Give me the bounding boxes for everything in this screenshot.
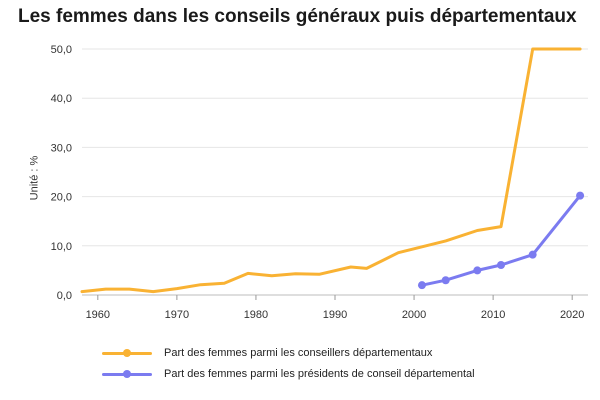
data-point[interactable]: [576, 191, 585, 200]
legend-swatch-conseillers: [100, 346, 154, 360]
y-tick-label: 40,0: [51, 93, 72, 105]
legend-item-conseillers[interactable]: Part des femmes parmi les conseillers dé…: [100, 342, 475, 363]
series-line-conseillers[interactable]: [80, 47, 582, 294]
x-tick-label: 2020: [560, 309, 584, 321]
y-tick-label: 50,0: [51, 44, 72, 56]
x-tick-label: 1960: [86, 309, 110, 321]
data-point[interactable]: [441, 276, 450, 285]
data-point[interactable]: [473, 266, 482, 275]
chart-title: Les femmes dans les conseils généraux pu…: [18, 6, 577, 27]
x-tick-label: 1970: [165, 309, 189, 321]
series-group: [80, 47, 585, 294]
data-point[interactable]: [497, 260, 506, 269]
x-tick-label: 2010: [481, 309, 505, 321]
y-tick-label: 20,0: [51, 192, 72, 204]
x-tick-label: 2000: [402, 309, 426, 321]
x-tick-label: 1990: [323, 309, 347, 321]
y-tick-label: 30,0: [51, 142, 72, 154]
legend-label-presidents: Part des femmes parmi les présidents de …: [164, 367, 475, 380]
y-tick-label: 0,0: [57, 290, 72, 302]
legend-item-presidents[interactable]: Part des femmes parmi les présidents de …: [100, 363, 475, 384]
data-point[interactable]: [528, 250, 537, 259]
y-tick-label: 10,0: [51, 241, 72, 253]
series-line-presidents[interactable]: [420, 194, 582, 287]
data-point[interactable]: [417, 281, 426, 290]
legend-swatch-presidents: [100, 367, 154, 381]
legend: Part des femmes parmi les conseillers dé…: [100, 342, 475, 384]
axes: 0,0 10,0 20,0 30,0 40,0 50,0 1960 1970 1980 1990 2…: [51, 44, 585, 321]
legend-label-conseillers: Part des femmes parmi les conseillers dé…: [164, 346, 433, 359]
x-tick-label: 1980: [244, 309, 268, 321]
